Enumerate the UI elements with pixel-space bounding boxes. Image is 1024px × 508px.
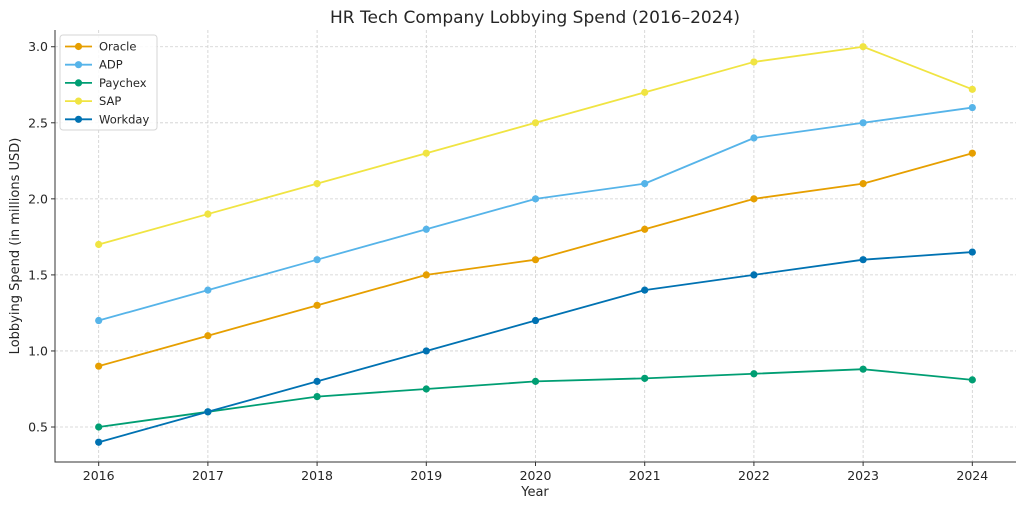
legend-item-paychex: Paychex (65, 76, 147, 90)
legend-marker (74, 42, 83, 51)
x-tick-label: 2016 (83, 468, 115, 483)
data-point (313, 256, 321, 264)
data-point (422, 347, 430, 355)
data-point (641, 374, 649, 382)
data-point (531, 316, 540, 325)
y-tick-label: 1.5 (28, 267, 48, 282)
axis-spines (54, 30, 1016, 463)
x-tick-label: 2022 (738, 468, 770, 483)
series-workday (95, 248, 976, 446)
data-point (531, 377, 540, 385)
y-tick-label: 1.0 (28, 343, 48, 358)
data-point (968, 248, 976, 256)
data-point (204, 210, 212, 218)
data-point (859, 256, 867, 264)
y-axis-label: Lobbying Spend (in millions USD) (8, 138, 23, 355)
data-point (641, 286, 649, 294)
data-point (750, 370, 758, 378)
y-tick-label: 0.5 (28, 420, 48, 435)
legend-label: ADP (99, 58, 123, 72)
legend-marker (74, 115, 83, 123)
axes (54, 30, 1016, 463)
series-oracle (95, 149, 976, 370)
data-point (968, 376, 976, 384)
data-point (531, 195, 540, 203)
data-point (968, 85, 976, 93)
data-point (750, 271, 758, 279)
data-point (641, 180, 649, 188)
data-point (95, 240, 103, 249)
data-point (313, 392, 321, 401)
x-tick-label: 2018 (301, 468, 333, 483)
legend-item-workday: Workday (65, 112, 149, 126)
data-point (313, 377, 321, 385)
x-axis-ticks: 2016 2017 2018 2019 2020 2021 2022 2023 2024 (83, 462, 988, 483)
data-point (750, 58, 758, 66)
data-point (313, 301, 321, 309)
series-sap (95, 43, 976, 249)
y-axis-ticks: 0.5 1.0 1.5 2.0 2.5 3.0 (28, 39, 55, 435)
legend-marker (74, 97, 83, 105)
x-tick-label: 2023 (847, 468, 879, 483)
data-point (204, 286, 212, 294)
legend-label: Workday (99, 112, 149, 126)
data-point (95, 423, 103, 431)
data-point (859, 365, 867, 373)
data-point (422, 225, 430, 233)
legend-item-oracle: Oracle (65, 40, 136, 54)
legend-label: Oracle (99, 40, 136, 54)
data-point (95, 362, 103, 370)
x-tick-label: 2019 (410, 468, 442, 483)
legend: Oracle ADP Paychex SAP Workday (59, 34, 158, 131)
y-tick-label: 3.0 (28, 39, 48, 54)
data-point (422, 149, 430, 157)
data-point (313, 180, 321, 188)
legend-marker (74, 79, 83, 87)
data-point (204, 408, 212, 416)
x-axis-label: Year (520, 485, 549, 500)
data-point (968, 149, 976, 157)
data-point (859, 180, 867, 188)
legend-item-sap: SAP (65, 94, 121, 108)
series-adp (95, 103, 976, 325)
y-tick-label: 2.5 (28, 115, 48, 130)
data-point (204, 332, 212, 340)
data-point (968, 103, 976, 112)
x-tick-label: 2017 (192, 468, 224, 483)
series-line (98, 106, 973, 322)
legend-marker (74, 61, 83, 69)
legend-box (59, 34, 158, 131)
x-tick-label: 2021 (629, 468, 661, 483)
grid (55, 30, 1016, 462)
x-tick-label: 2024 (956, 468, 988, 483)
data-point (641, 88, 649, 96)
data-point (859, 43, 867, 51)
legend-label: SAP (99, 94, 121, 108)
data-point (531, 119, 540, 127)
data-point (422, 271, 430, 279)
chart-title: HR Tech Company Lobbying Spend (2016–202… (330, 8, 740, 28)
data-point (95, 438, 103, 446)
data-point (641, 225, 649, 233)
x-tick-label: 2020 (520, 468, 552, 483)
legend-item-adp: ADP (65, 58, 123, 72)
legend-label: Paychex (99, 76, 147, 90)
data-point (95, 316, 103, 325)
data-point (750, 134, 758, 142)
data-point (750, 195, 758, 203)
data-point (531, 256, 540, 264)
y-tick-label: 2.0 (28, 191, 48, 206)
series-layer (95, 43, 976, 446)
data-point (422, 385, 430, 393)
data-point (859, 119, 867, 127)
